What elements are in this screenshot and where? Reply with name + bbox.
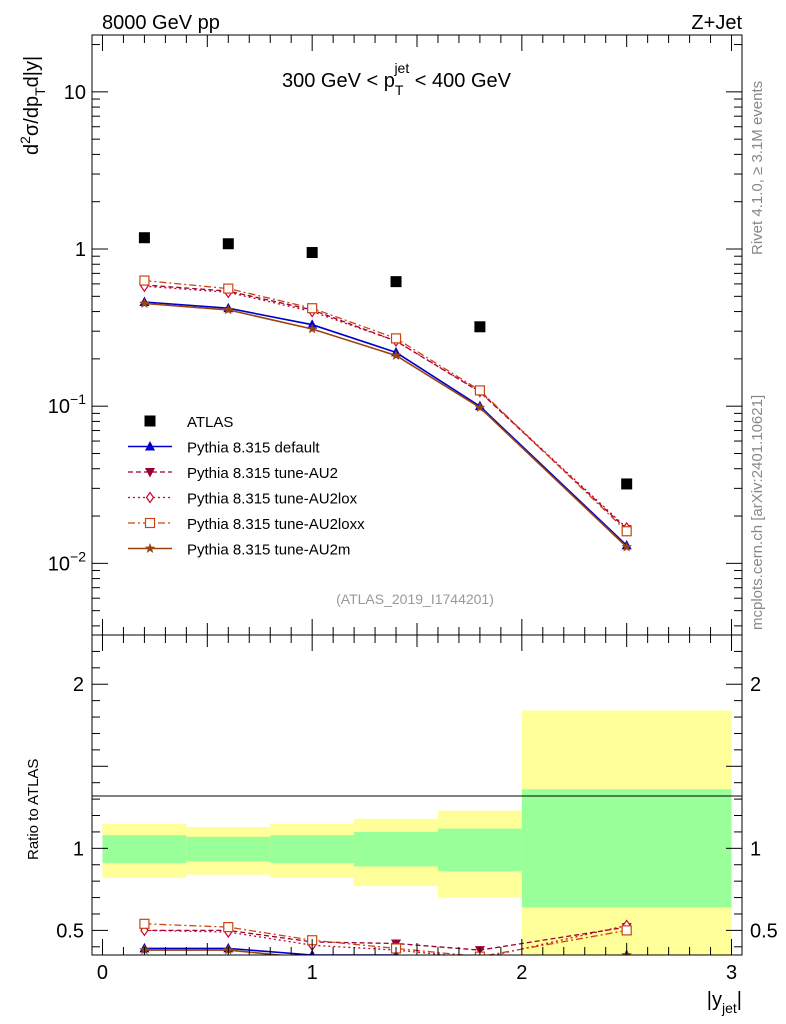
ratio-ytick-label-right: 0.5 — [750, 920, 778, 942]
legend-default-label: Pythia 8.315 default — [187, 440, 320, 457]
atlas-data-point — [306, 247, 318, 259]
ratio-band-inner — [186, 836, 271, 862]
main-ytick-label: 10−2 — [48, 548, 86, 575]
rivet-label: Rivet 4.1.0, ≥ 3.1M events — [749, 81, 766, 255]
legend-data-label: ATLAS — [187, 414, 233, 431]
atlas-data-point — [621, 478, 633, 490]
ratio-uncertainty-bands — [102, 710, 732, 955]
legend-atlas-marker — [144, 415, 156, 427]
au2m-main-line — [144, 302, 628, 548]
header-energy-label: 8000 GeV pp — [102, 12, 220, 34]
legend-au2lox-label: Pythia 8.315 tune-AU2lox — [187, 491, 358, 508]
ratio-xlabel: |yjet| — [707, 989, 742, 1016]
au2-ratio-line — [144, 926, 627, 951]
default-ratio-line — [144, 947, 627, 955]
au2loxx-main-point — [307, 303, 318, 314]
atlas-data-point — [390, 276, 402, 288]
legend-au2-marker — [145, 468, 155, 478]
ratio-ylabel: Ratio to ATLAS — [25, 759, 42, 860]
legend-au2loxx-label: Pythia 8.315 tune-AU2loxx — [187, 516, 365, 533]
mcplots-label: mcplots.cern.ch [arXiv:2401.10621] — [749, 395, 766, 630]
ratio-band-inner — [354, 831, 438, 867]
au2loxx-ratio-point — [621, 925, 632, 936]
au2loxx-ratio-point — [223, 922, 234, 933]
legend-au2m-marker — [144, 543, 156, 553]
ratio-ytick-label: 1 — [73, 838, 84, 860]
ratio-axis-ticks: 0.5 0.5 1 1 2 2 0 1 2 3 — [56, 635, 778, 984]
au2loxx-main-point — [139, 275, 150, 286]
header-process-label: Z+Jet — [691, 12, 742, 34]
au2loxx-ratio-point — [139, 918, 150, 929]
ratio-ytick-label-right: 1 — [750, 838, 761, 860]
au2m-ratio-point — [475, 956, 485, 966]
au2loxx-main-point — [474, 385, 486, 396]
au2m-main-point — [390, 350, 402, 360]
au2m-main-point — [621, 541, 632, 552]
ratio-ytick-label: 0.5 — [56, 920, 84, 942]
au2m-ratio-line — [144, 949, 627, 955]
main-ylabel: d2σ/dpTd|y| — [17, 56, 48, 155]
ratio-band-inner — [270, 835, 355, 864]
default-ratio-point — [475, 956, 485, 966]
main-title: 300 GeV < pTjet < 400 GeV — [282, 60, 512, 98]
ratio-xtick-label: 3 — [726, 962, 737, 984]
legend-au2lox-marker — [145, 491, 155, 504]
atlas-data-point — [222, 238, 234, 250]
au2m-main-point — [474, 402, 486, 413]
main-ytick-label: 1 — [75, 239, 86, 261]
au2m-main-point — [223, 304, 234, 315]
legend: ATLAS Pythia 8.315 default Pythia 8.315 tu… — [128, 414, 365, 559]
au2m-main-point — [139, 298, 150, 308]
ratio-ytick-label-right: 2 — [750, 674, 761, 696]
au2loxx-main-point — [621, 526, 632, 537]
ratio-xtick-label: 1 — [307, 962, 318, 984]
au2loxx-main-line — [144, 279, 628, 532]
main-plot-area — [138, 232, 633, 552]
main-axis-ticks: 10 1 10−1 10−2 — [48, 35, 742, 635]
ratio-xtick-label: 2 — [516, 962, 527, 984]
legend-au2-label: Pythia 8.315 tune-AU2 — [187, 465, 338, 482]
legend-au2m-label: Pythia 8.315 tune-AU2m — [187, 542, 350, 559]
atlas-data-point — [138, 232, 150, 244]
au2m-main-point — [306, 323, 318, 334]
atlas-data-point — [474, 321, 486, 333]
legend-default-marker — [145, 441, 155, 451]
legend-au2loxx-marker — [144, 517, 156, 529]
default-main-line — [144, 301, 628, 546]
main-ytick-label: 10 — [64, 82, 86, 104]
analysis-label: (ATLAS_2019_I1744201) — [336, 591, 494, 607]
au2loxx-main-point — [390, 333, 402, 344]
ratio-band-inner — [521, 789, 732, 908]
au2loxx-ratio-line — [144, 923, 627, 955]
au2loxx-main-point — [223, 283, 234, 294]
ratio-xtick-label: 0 — [97, 962, 108, 984]
ratio-ytick-label: 2 — [73, 674, 84, 696]
ratio-band-inner — [437, 828, 522, 872]
ratio-band-inner — [102, 835, 187, 864]
main-ytick-label: 10−1 — [48, 391, 86, 418]
